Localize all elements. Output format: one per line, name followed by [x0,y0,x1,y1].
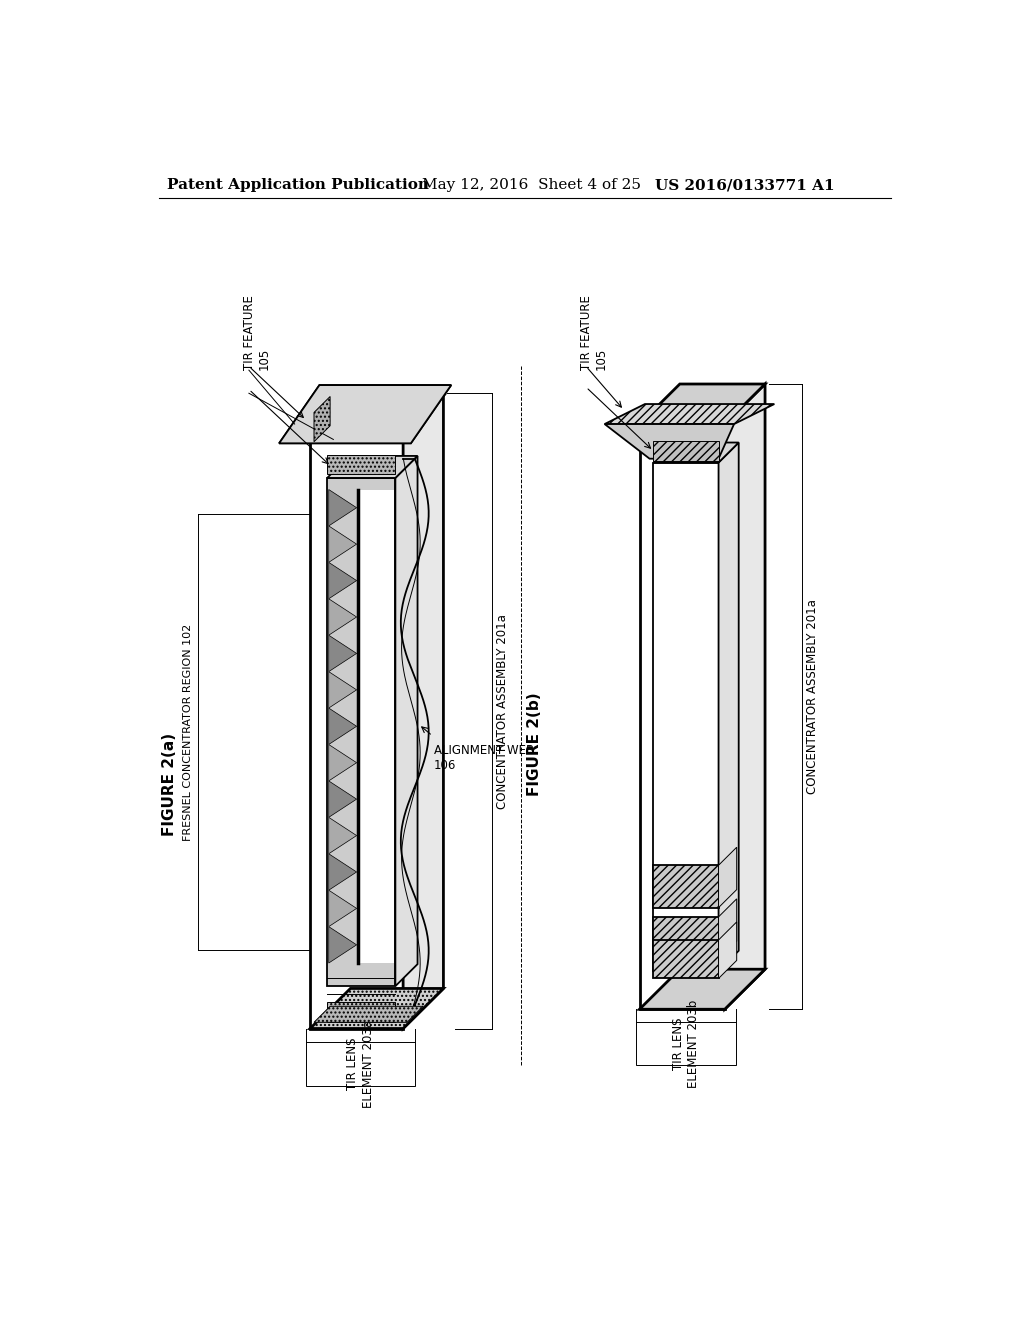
Polygon shape [329,525,356,562]
Polygon shape [403,396,443,1028]
Polygon shape [328,1002,395,1022]
Text: Patent Application Publication: Patent Application Publication [167,178,429,193]
Polygon shape [719,899,736,960]
Polygon shape [329,744,356,781]
Polygon shape [719,921,736,978]
Polygon shape [329,635,356,672]
Text: FRESNEL CONCENTRATOR REGION 102: FRESNEL CONCENTRATOR REGION 102 [183,623,194,841]
Polygon shape [329,599,356,635]
Polygon shape [329,890,356,927]
Text: TIR FEATURE
105: TIR FEATURE 105 [243,296,270,370]
Bar [636,1022,736,1065]
Text: May 12, 2016  Sheet 4 of 25: May 12, 2016 Sheet 4 of 25 [423,178,641,193]
Text: ALIGNMENT WEB
106: ALIGNMENT WEB 106 [434,743,535,772]
Polygon shape [280,385,452,444]
Polygon shape [653,866,719,908]
Polygon shape [719,847,736,908]
Text: TIR LENS
ELEMENT 203a: TIR LENS ELEMENT 203a [346,1020,375,1107]
Polygon shape [329,490,356,525]
Polygon shape [719,442,738,970]
Polygon shape [359,490,394,964]
Polygon shape [653,442,738,462]
Polygon shape [653,940,719,978]
Polygon shape [310,396,443,436]
Polygon shape [653,462,719,970]
Polygon shape [314,1006,423,1022]
Polygon shape [640,969,765,1010]
Text: US 2016/0133771 A1: US 2016/0133771 A1 [655,178,835,193]
Polygon shape [604,424,734,459]
Polygon shape [314,396,330,442]
Polygon shape [604,404,774,424]
Text: CONCENTRATOR ASSEMBLY 201a: CONCENTRATOR ASSEMBLY 201a [496,614,509,809]
Polygon shape [329,781,356,817]
Polygon shape [328,455,418,478]
Polygon shape [329,708,356,744]
Polygon shape [310,436,403,1028]
Text: FIGURE 2(a): FIGURE 2(a) [162,733,176,836]
Polygon shape [328,478,395,986]
Polygon shape [653,441,719,461]
Text: TIR FEATURE
105: TIR FEATURE 105 [580,296,608,370]
Polygon shape [653,917,719,960]
Polygon shape [329,817,356,854]
Text: FIGURE 2(b): FIGURE 2(b) [527,693,543,796]
Polygon shape [725,384,765,1010]
Polygon shape [329,562,356,599]
Polygon shape [640,424,725,1010]
Polygon shape [640,384,765,424]
Polygon shape [280,385,452,444]
Text: TIR LENS
ELEMENT 203b: TIR LENS ELEMENT 203b [672,999,700,1088]
Polygon shape [329,927,356,964]
Polygon shape [329,854,356,890]
Polygon shape [395,455,418,986]
Polygon shape [328,455,395,474]
Polygon shape [329,672,356,708]
Text: CONCENTRATOR ASSEMBLY 201a: CONCENTRATOR ASSEMBLY 201a [806,599,819,795]
Bar [306,1041,415,1086]
Polygon shape [310,989,443,1028]
